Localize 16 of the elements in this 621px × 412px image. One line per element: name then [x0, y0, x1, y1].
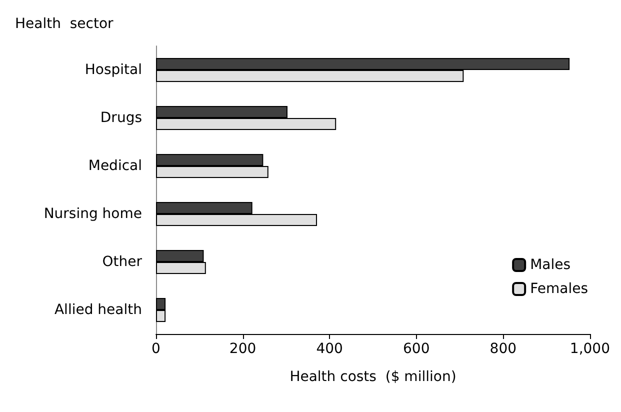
y-tick-label: Other — [102, 254, 142, 270]
x-tick-label: 600 — [403, 341, 430, 357]
y-axis-title: Health sector — [15, 16, 114, 32]
legend-label: Males — [530, 257, 571, 273]
x-tick-label: 1,000 — [570, 341, 610, 357]
x-axis-title: Health costs ($ million) — [290, 369, 456, 385]
y-tick-label: Medical — [88, 158, 142, 174]
y-tick-label: Allied health — [54, 302, 142, 318]
x-tick-label: 400 — [316, 341, 343, 357]
x-tick-label: 200 — [229, 341, 256, 357]
y-tick-label: Hospital — [84, 62, 142, 78]
x-tick-label: 800 — [490, 341, 517, 357]
y-tick-label: Drugs — [100, 110, 142, 126]
x-tick-label: 0 — [152, 341, 160, 357]
legend-label: Females — [530, 281, 588, 297]
y-tick-label: Nursing home — [44, 206, 142, 222]
